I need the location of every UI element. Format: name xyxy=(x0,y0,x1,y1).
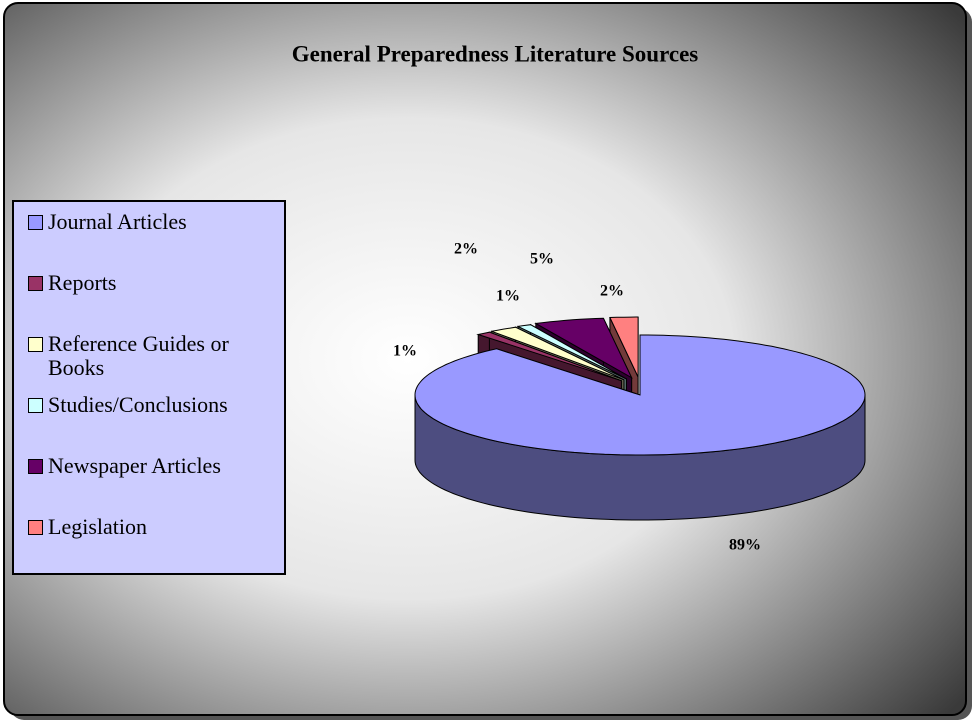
legend: Journal Articles Reports Reference Guides … xyxy=(12,200,286,575)
data-label: 89% xyxy=(729,537,761,554)
slice xyxy=(534,317,633,379)
data-label: 1% xyxy=(496,288,520,305)
legend-label: Legislation xyxy=(48,514,147,539)
legend-entry: Reference Guides or Books xyxy=(28,332,284,393)
slice xyxy=(476,331,622,382)
legend-label: Journal Articles xyxy=(48,209,187,234)
slice xyxy=(414,334,866,456)
data-label: 2% xyxy=(600,283,624,300)
data-label: 1% xyxy=(393,343,417,360)
pie xyxy=(414,316,866,521)
legend-swatch xyxy=(28,398,43,413)
legend-entry: Legislation xyxy=(28,515,284,576)
legend-label: Newspaper Articles xyxy=(48,453,221,478)
legend-entry: Studies/Conclusions xyxy=(28,393,284,454)
slice xyxy=(609,316,639,378)
data-label: 2% xyxy=(454,241,478,258)
legend-swatch xyxy=(28,337,43,352)
slice xyxy=(489,326,625,381)
legend-entry: Newspaper Articles xyxy=(28,454,284,515)
legend-label: Reports xyxy=(48,270,117,295)
legend-swatch xyxy=(28,276,43,291)
legend-swatch xyxy=(28,215,43,230)
legend-entry: Reports xyxy=(28,271,284,332)
legend-entry: Journal Articles xyxy=(28,210,284,271)
slice xyxy=(516,324,627,380)
legend-swatch xyxy=(28,520,43,535)
chart-title: General Preparedness Literature Sources xyxy=(292,41,699,66)
legend-swatch xyxy=(28,459,43,474)
data-label: 5% xyxy=(530,251,554,268)
legend-label: Reference Guides or Books xyxy=(48,331,229,380)
legend-label: Studies/Conclusions xyxy=(48,392,228,417)
